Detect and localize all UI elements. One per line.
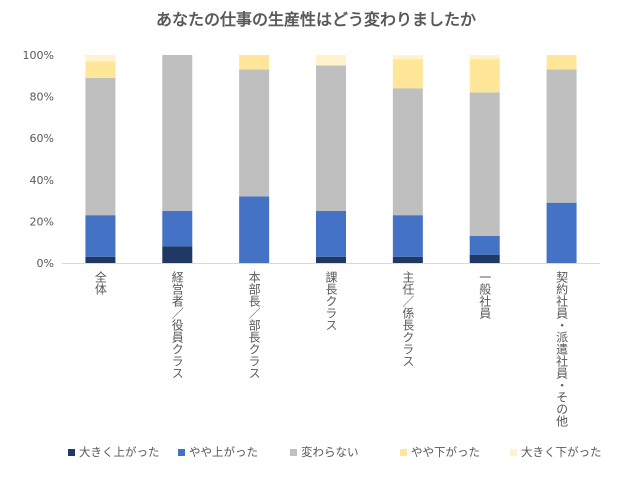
bar-segment (239, 55, 270, 70)
bar-segment (239, 69, 270, 197)
legend-swatch (68, 449, 75, 456)
y-tick-label: 40% (30, 174, 54, 187)
bar-segment (392, 88, 423, 216)
legend-swatch (290, 449, 297, 456)
bar-segment (316, 211, 346, 257)
y-axis-ticks: 0% 20% 40% 60% 80% 100% (23, 49, 54, 270)
category-label: 主任／係長クラス (401, 271, 415, 367)
y-tick-label: 80% (30, 91, 54, 104)
bar-segment (85, 77, 116, 216)
bar-segment (469, 254, 500, 263)
category-label: 一般社員 (478, 271, 492, 319)
category-label: 課長クラス (324, 270, 338, 331)
bar-segment (546, 202, 577, 263)
bar-segment (316, 55, 346, 66)
bar-segment (162, 211, 193, 247)
bar-segment (162, 246, 193, 263)
bar-segment (469, 235, 500, 255)
bar-segment (469, 92, 500, 236)
bar-segment (162, 55, 193, 211)
legend-label: やや下がった (411, 445, 480, 459)
bar-segment (469, 55, 500, 60)
y-tick-label: 20% (30, 215, 54, 228)
bar-segment (392, 215, 423, 257)
bar-segment (392, 59, 423, 89)
bar-segment (469, 59, 500, 93)
bar-segment (316, 65, 346, 212)
legend-label: 大きく上がった (79, 445, 160, 459)
bar-segment (85, 61, 116, 78)
y-tick-label: 60% (30, 132, 54, 145)
bar-segment (392, 256, 423, 263)
y-tick-label: 100% (23, 49, 54, 62)
category-label: 契約社員・派遣社員・その他 (555, 271, 569, 427)
category-label: 全体 (93, 270, 107, 296)
bar-segment (85, 215, 116, 257)
bar-segment (546, 55, 577, 70)
legend-swatch (178, 449, 185, 456)
y-tick-label: 0% (37, 257, 54, 270)
legend: 大きく上がった やや上がった 変わらない やや下がった 大きく下がった (68, 445, 602, 459)
legend-label: 変わらない (301, 445, 359, 459)
legend-swatch (400, 449, 407, 456)
category-label: 経営者／役員クラス (170, 271, 184, 379)
legend-label: 大きく下がった (521, 445, 602, 459)
chart-title: あなたの仕事の生産性はどう変わりましたか (156, 10, 476, 29)
bar-segment (392, 55, 423, 60)
legend-swatch (510, 449, 517, 456)
legend-label: やや上がった (189, 445, 258, 459)
bars-group (85, 55, 577, 263)
bar-segment (546, 69, 577, 203)
bar-segment (85, 256, 116, 263)
category-labels: 全体 経営者／役員クラス 本部長／部長クラス 課長クラス 主任／係長クラス 一般社員 契約社… (93, 270, 568, 427)
bar-segment (316, 256, 346, 263)
category-label: 本部長／部長クラス (247, 271, 261, 379)
bar-segment (239, 196, 270, 263)
bar-segment (85, 55, 116, 62)
